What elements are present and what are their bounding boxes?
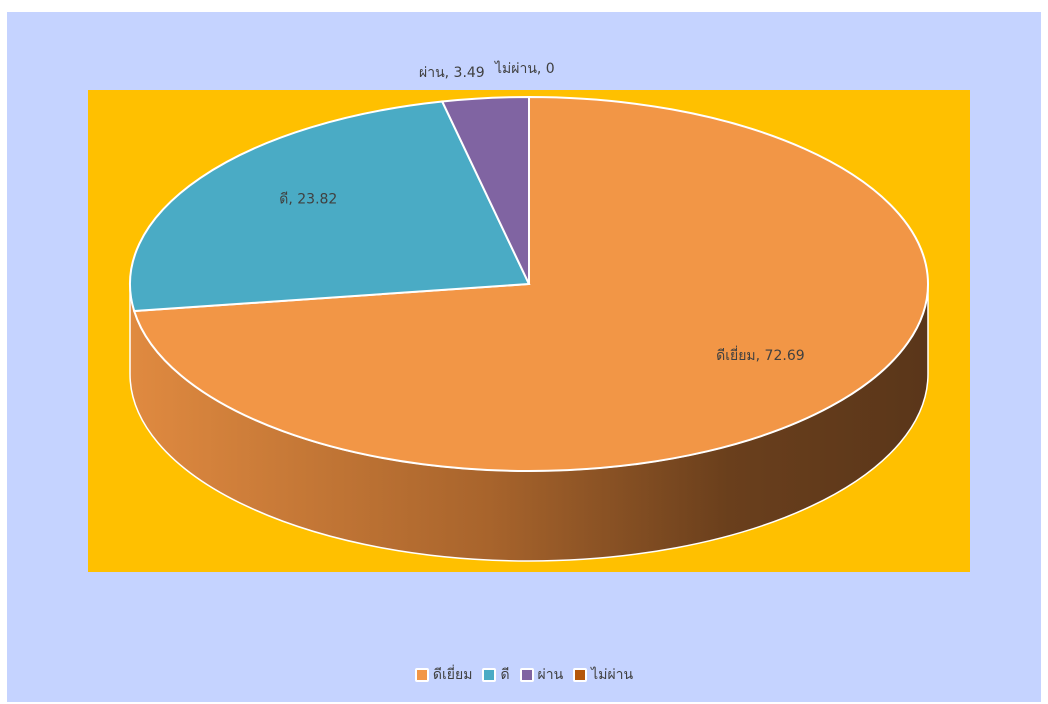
slices-group — [129, 95, 929, 562]
legend-label-excellent: ดีเยี่ยม — [432, 667, 473, 683]
data-label-excellent: ดีเยี่ยม, 72.69 — [716, 346, 805, 364]
labels-group: ดีเยี่ยม, 72.69 ดี, 23.82 ผ่าน, 3.49 ไม่ผ่า… — [279, 60, 804, 364]
legend-swatch-excellent — [414, 668, 429, 682]
legend-swatch-good — [482, 668, 497, 682]
legend-label-good: ดี — [500, 667, 510, 683]
legend-item-fail: ไม่ผ่าน — [573, 664, 633, 686]
legend-item-good: ดี — [482, 664, 510, 686]
legend-swatch-fail — [573, 668, 588, 682]
pie-slice-excellent — [132, 95, 929, 472]
data-label-fail: ไม่ผ่าน, 0 — [494, 60, 555, 77]
legend-label-pass: ผ่าน — [537, 667, 564, 683]
pie-slice-good — [129, 100, 531, 313]
data-label-good: ดี, 23.82 — [279, 191, 337, 207]
legend-swatch-pass — [519, 668, 534, 682]
data-label-pass: ผ่าน, 3.49 — [419, 65, 485, 81]
legend-label-fail: ไม่ผ่าน — [591, 667, 634, 683]
legend-item-excellent: ดีเยี่ยม — [414, 664, 473, 686]
pie-slice-pass — [440, 95, 530, 285]
legend-item-pass: ผ่าน — [519, 664, 564, 686]
legend: ดีเยี่ยม ดี ผ่าน ไม่ผ่าน — [0, 664, 1048, 686]
